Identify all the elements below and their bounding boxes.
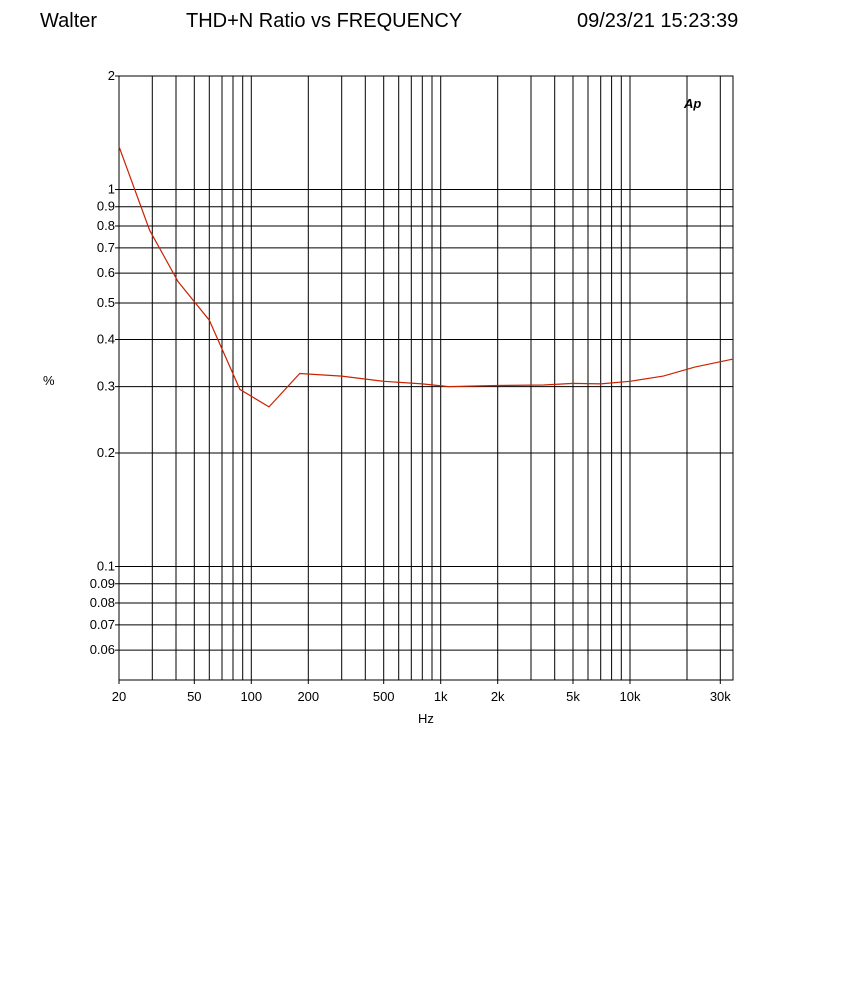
x-axis-label: Hz <box>418 711 434 726</box>
x-tick-label: 500 <box>373 689 395 704</box>
y-tick-label: 0.09 <box>90 576 115 591</box>
y-tick-label: 0.9 <box>97 199 115 214</box>
chart-title: THD+N Ratio vs FREQUENCY <box>186 10 463 32</box>
y-tick-label: 0.8 <box>97 218 115 233</box>
y-tick-label: 0.6 <box>97 265 115 280</box>
header-user: Walter <box>40 10 98 32</box>
y-tick-label: 1 <box>108 182 115 197</box>
y-tick-label: 0.2 <box>97 445 115 460</box>
x-tick-label: 10k <box>620 689 641 704</box>
x-tick-label: 30k <box>710 689 731 704</box>
x-tick-label: 5k <box>566 689 580 704</box>
plot-frame <box>118 75 734 681</box>
grid <box>115 75 733 680</box>
y-tick-label: 0.7 <box>97 240 115 255</box>
y-tick-label: 2 <box>108 68 115 83</box>
x-tick-label: 20 <box>112 689 126 704</box>
x-tick-label: 2k <box>491 689 505 704</box>
series-line <box>118 146 734 408</box>
x-tick-label: 200 <box>297 689 319 704</box>
x-tick-label: 50 <box>187 689 201 704</box>
series-group <box>118 146 734 408</box>
y-tick-label: 0.5 <box>97 295 115 310</box>
y-tick-label: 0.1 <box>97 559 115 574</box>
x-tick-label: 1k <box>434 689 448 704</box>
y-tick-label: 0.06 <box>90 642 115 657</box>
y-tick-label: 0.08 <box>90 595 115 610</box>
header-timestamp: 09/23/21 15:23:39 <box>577 10 739 32</box>
ap-logo: Ap <box>683 96 701 111</box>
y-tick-label: 0.4 <box>97 332 115 347</box>
x-tick-labels: 20 50 100 200 500 1k 2k 5k 10k 30k <box>112 680 731 704</box>
y-tick-label: 0.07 <box>90 617 115 632</box>
y-tick-labels: 0.06 0.07 0.08 0.09 0.1 0.2 0.3 0.4 0.5 0.6 0.7 0.8… <box>90 68 115 657</box>
x-tick-label: 100 <box>240 689 262 704</box>
y-axis-label: % <box>43 373 55 388</box>
y-tick-label: 0.3 <box>97 379 115 394</box>
